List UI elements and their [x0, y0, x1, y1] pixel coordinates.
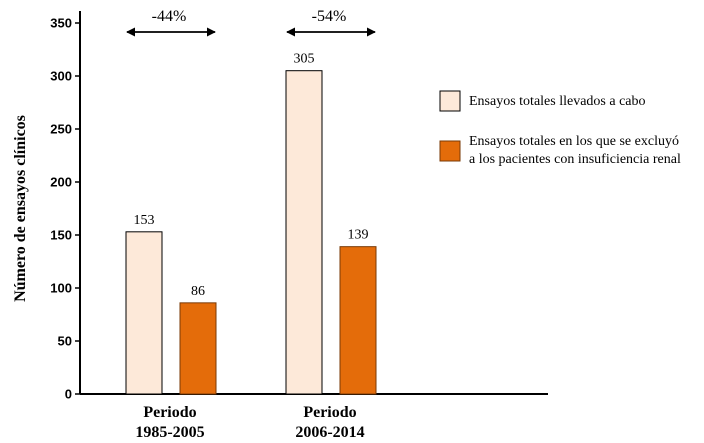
legend-label-1: Ensayos totales llevados a cabo: [469, 94, 646, 109]
x-category-label: Periodo 2006-2014: [295, 404, 364, 441]
bar-data-label: 86: [191, 284, 205, 299]
chart-axes: 0 50 100 150 200 250 300 350 Número de ensayos c…: [12, 11, 548, 441]
chart-annotations: -44% -54%: [126, 8, 376, 37]
legend-swatch-2: [439, 140, 461, 162]
bar-data-label: 139: [348, 228, 369, 243]
legend-label-2: Ensayos totales en los que se excluyó a l…: [469, 134, 681, 167]
y-tick-label: 250: [50, 122, 72, 137]
y-tick-label: 150: [50, 228, 72, 243]
y-tick-label: 300: [50, 69, 72, 84]
chart-bars: [125, 70, 377, 395]
y-tick-label: 0: [65, 387, 72, 402]
bar-series-2-1: [179, 302, 217, 395]
y-tick-label: 200: [50, 175, 72, 190]
bar-data-label: 153: [134, 213, 155, 228]
y-axis-title: Número de ensayos clínicos: [12, 115, 29, 302]
chart-legend: Ensayos totales llevados a cabo Ensayos t…: [439, 90, 681, 167]
y-tick-label: 350: [50, 16, 72, 31]
bar-series-1-2: [285, 70, 323, 395]
legend-swatch-1: [439, 90, 461, 112]
y-tick-label: 100: [50, 281, 72, 296]
x-category-label: Periodo 1985-2005: [135, 404, 204, 441]
percent-change-label: -44%: [152, 8, 187, 25]
y-tick-label: 50: [58, 334, 72, 349]
bar-series-1-1: [125, 231, 163, 395]
bar-series-2-2: [339, 246, 377, 395]
percent-change-label: -54%: [312, 8, 347, 25]
chart-data-labels: 153 305 86 139: [134, 52, 369, 299]
bar-data-label: 305: [294, 52, 315, 67]
